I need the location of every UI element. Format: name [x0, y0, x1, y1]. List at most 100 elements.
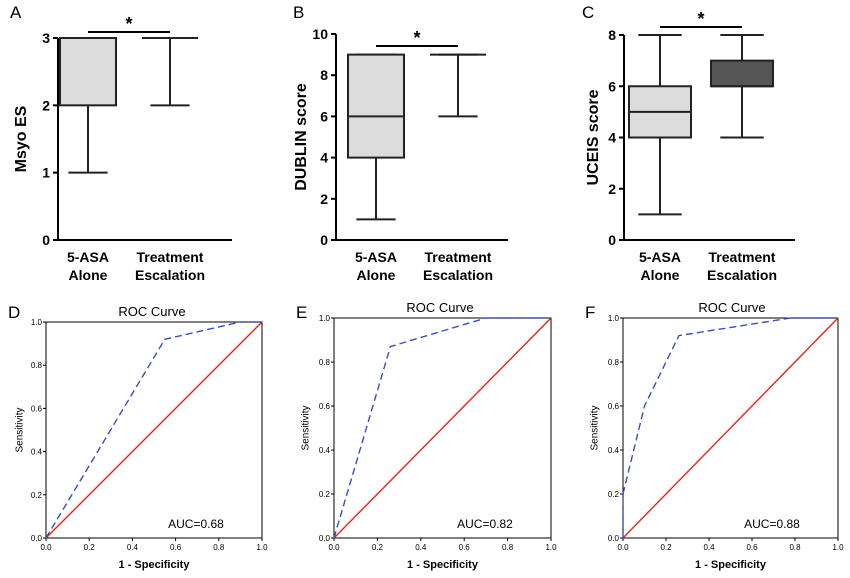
- y-tick-label: 0: [42, 232, 50, 248]
- box-five-asa: [347, 53, 405, 221]
- y-tick-label: 0.4: [319, 446, 331, 455]
- y-axis-label: DUBLIN score: [293, 83, 310, 191]
- category-label: 5-ASA: [639, 249, 681, 265]
- x-tick-label: 1.0: [832, 543, 844, 552]
- y-tick-label: 0.8: [31, 361, 43, 370]
- y-axis-label: Sensitivity: [301, 405, 312, 450]
- boxplot-panel-a: A 0 1 2 3 Msyo ES 5-ASA Alone Treatment Escalatio…: [10, 3, 232, 283]
- y-tick-label: 8: [608, 27, 616, 43]
- plot-frame: [622, 317, 839, 539]
- x-axis-label: 1 - Specificity: [119, 559, 191, 571]
- category-label: Alone: [357, 267, 396, 283]
- category-label: Treatment: [709, 249, 776, 265]
- roc-curve: [333, 317, 551, 539]
- y-tick-label: 0.4: [608, 446, 620, 455]
- reference-line: [622, 317, 839, 539]
- auc-annotation: AUC=0.88: [744, 517, 800, 531]
- x-tick-label: 0.6: [459, 543, 471, 552]
- y-tick-label: 0.2: [608, 490, 620, 499]
- roc-curve: [45, 321, 262, 539]
- chart-title: ROC Curve: [406, 300, 473, 315]
- y-tick-label: 0.6: [31, 404, 43, 413]
- x-tick-label: 0.2: [84, 543, 96, 552]
- panel-letter: A: [10, 3, 22, 22]
- y-tick-label: 0.6: [319, 402, 331, 411]
- category-label: Escalation: [135, 267, 205, 283]
- x-axis-label: 1 - Specificity: [407, 559, 479, 571]
- y-tick-label: 1: [42, 165, 50, 181]
- category-label: Escalation: [707, 267, 777, 283]
- box-treatment-escalation: [430, 53, 486, 118]
- boxplot-panel-c: C 0 2 4 6 8 UCEIS score 5-ASA Alone Treatment Esca…: [582, 3, 795, 283]
- x-tick-label: 0.4: [703, 543, 715, 552]
- chart-title: ROC Curve: [118, 304, 185, 319]
- y-tick-label: 6: [320, 108, 328, 124]
- y-tick-label: 0: [608, 232, 616, 248]
- plot-frame: [333, 317, 552, 539]
- y-tick-label: 0: [320, 232, 328, 248]
- x-tick-label: 1.0: [545, 543, 557, 552]
- chart-title: ROC Curve: [698, 300, 765, 315]
- y-tick-label: 1.0: [31, 318, 43, 327]
- x-tick-label: 0.4: [127, 543, 139, 552]
- x-tick-label: 0.2: [372, 543, 384, 552]
- category-label: 5-ASA: [67, 249, 109, 265]
- panel-letter: F: [585, 303, 595, 322]
- y-tick-label: 0.4: [31, 448, 43, 457]
- roc-panel-e: E ROC Curve 0.00.0 0.2 0.2 0.4 0.4 0.6 0.6 0.8 0.8…: [296, 300, 557, 571]
- category-label: Alone: [69, 267, 108, 283]
- x-tick-label: 0.0: [40, 543, 52, 552]
- x-tick-label: 0.0: [328, 543, 340, 552]
- auc-annotation: AUC=0.82: [457, 517, 513, 531]
- x-tick-label: 0.8: [789, 543, 801, 552]
- y-tick-label: 4: [608, 130, 616, 146]
- category-label: 5-ASA: [355, 249, 397, 265]
- y-tick-label: 0.8: [608, 358, 620, 367]
- auc-annotation: AUC=0.68: [168, 517, 224, 531]
- y-tick-label: 0.0: [31, 534, 43, 543]
- y-axis-label: UCEIS score: [585, 89, 602, 185]
- category-label: Treatment: [425, 249, 492, 265]
- y-tick-label: 2: [320, 191, 328, 207]
- significance-star: *: [413, 28, 420, 48]
- x-tick-label: 0.0: [617, 543, 629, 552]
- y-tick-label: 10: [312, 26, 328, 42]
- panel-letter: B: [293, 3, 304, 22]
- reference-line: [45, 321, 263, 539]
- reference-line: [333, 317, 552, 539]
- y-tick-label: 0.8: [319, 358, 331, 367]
- y-tick-label: 0.6: [608, 402, 620, 411]
- x-tick-label: 1.0: [256, 543, 268, 552]
- box-five-asa: [59, 37, 117, 174]
- y-axis-label: Sensitivity: [15, 407, 26, 452]
- panel-letter: C: [582, 3, 594, 22]
- x-tick-label: 0.8: [502, 543, 514, 552]
- y-tick-label: 1.0: [319, 314, 331, 323]
- y-tick-label: 0.0: [608, 534, 620, 543]
- y-tick-label: 0.0: [319, 534, 331, 543]
- plot-frame: [45, 321, 263, 539]
- y-tick-label: 8: [320, 67, 328, 83]
- significance-star: *: [125, 14, 132, 34]
- y-axis-label: Msyo ES: [13, 105, 30, 172]
- x-tick-label: 0.6: [170, 543, 182, 552]
- y-tick-label: 6: [608, 78, 616, 94]
- x-tick-label: 0.2: [660, 543, 672, 552]
- x-tick-label: 0.8: [213, 543, 225, 552]
- category-label: Alone: [641, 267, 680, 283]
- category-label: Treatment: [137, 249, 204, 265]
- panel-letter: D: [8, 303, 20, 322]
- panel-letter: E: [296, 303, 307, 322]
- iqr-box: [59, 37, 117, 107]
- significance-star: *: [697, 9, 704, 29]
- y-tick-label: 2: [608, 181, 616, 197]
- y-tick-label: 0.2: [319, 490, 331, 499]
- iqr-box: [347, 53, 405, 159]
- roc-panel-d: D ROC Curve 0.00.0 0.2 0.2 0.4 0.4 0.6 0.6 0.8 0.8…: [8, 303, 268, 571]
- y-tick-label: 2: [42, 97, 50, 113]
- y-tick-label: 4: [320, 150, 328, 166]
- box-treatment-escalation: [142, 37, 198, 107]
- x-tick-label: 0.4: [415, 543, 427, 552]
- box-treatment-escalation: [710, 34, 774, 139]
